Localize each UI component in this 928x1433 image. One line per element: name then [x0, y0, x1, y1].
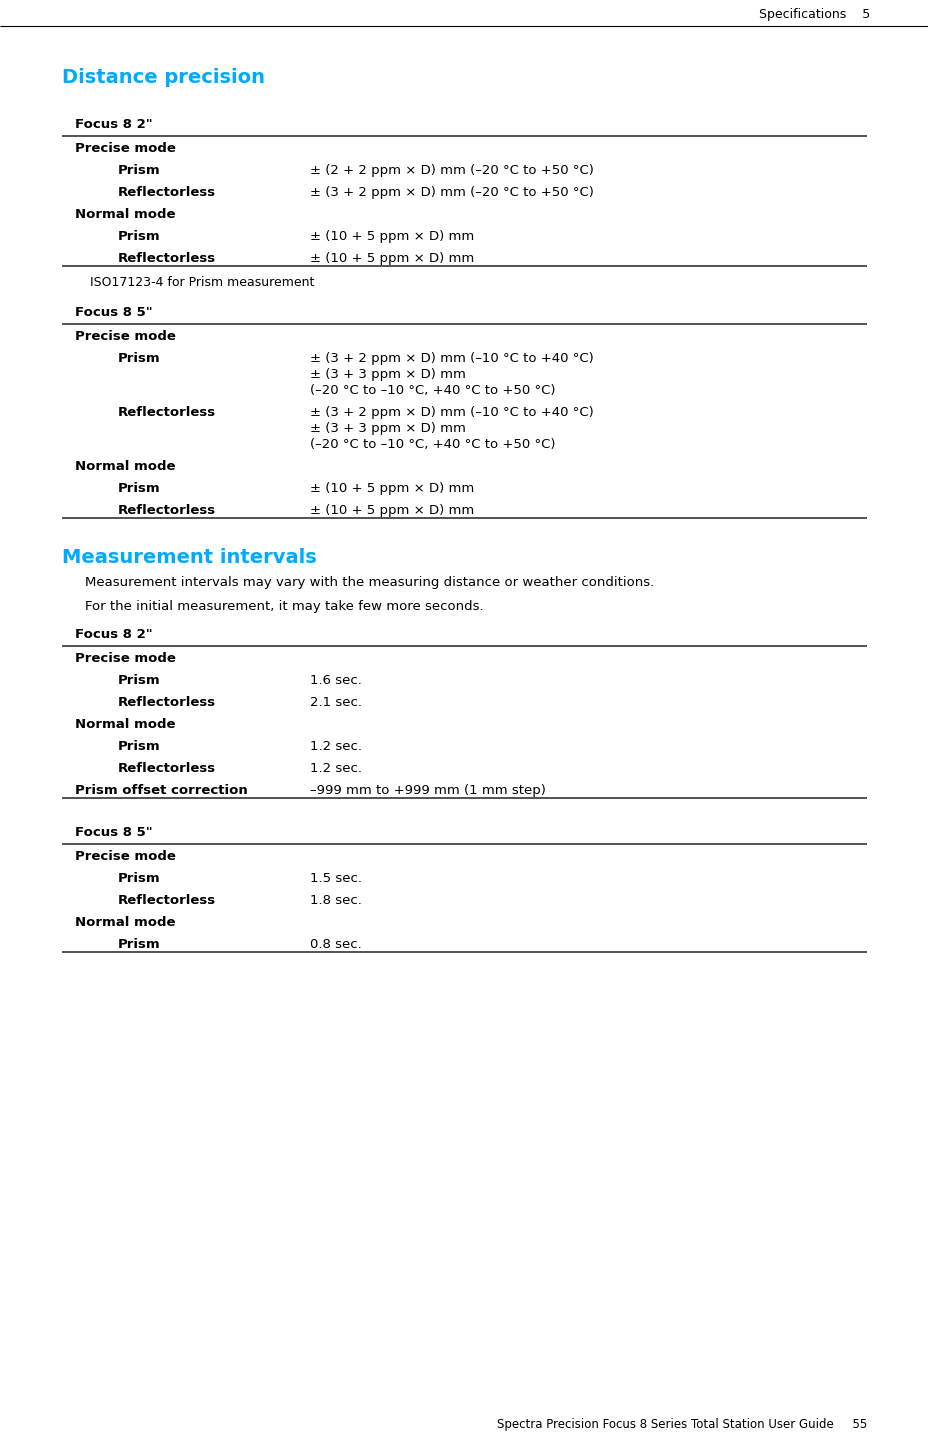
- Text: Reflectorless: Reflectorless: [118, 762, 216, 775]
- Text: Precise mode: Precise mode: [75, 652, 175, 665]
- Text: Precise mode: Precise mode: [75, 142, 175, 155]
- Text: Prism: Prism: [118, 231, 161, 244]
- Text: –999 mm to +999 mm (1 mm step): –999 mm to +999 mm (1 mm step): [310, 784, 546, 797]
- Text: ISO17123-4 for Prism measurement: ISO17123-4 for Prism measurement: [90, 277, 314, 289]
- Text: For the initial measurement, it may take few more seconds.: For the initial measurement, it may take…: [84, 600, 483, 613]
- Text: Reflectorless: Reflectorless: [118, 504, 216, 517]
- Text: Normal mode: Normal mode: [75, 208, 175, 221]
- Text: 0.8 sec.: 0.8 sec.: [310, 939, 361, 952]
- Text: Prism: Prism: [118, 739, 161, 752]
- Text: Prism: Prism: [118, 674, 161, 686]
- Text: Prism: Prism: [118, 873, 161, 886]
- Text: Focus 8 2": Focus 8 2": [75, 628, 152, 641]
- Text: ± (2 + 2 ppm × D) mm (–20 °C to +50 °C): ± (2 + 2 ppm × D) mm (–20 °C to +50 °C): [310, 163, 593, 178]
- Text: 1.5 sec.: 1.5 sec.: [310, 873, 362, 886]
- Text: 2.1 sec.: 2.1 sec.: [310, 696, 362, 709]
- Text: Reflectorless: Reflectorless: [118, 696, 216, 709]
- Text: Reflectorless: Reflectorless: [118, 894, 216, 907]
- Text: ± (10 + 5 ppm × D) mm: ± (10 + 5 ppm × D) mm: [310, 481, 473, 494]
- Text: Specifications    5: Specifications 5: [758, 9, 869, 21]
- Text: ± (3 + 2 ppm × D) mm (–20 °C to +50 °C): ± (3 + 2 ppm × D) mm (–20 °C to +50 °C): [310, 186, 593, 199]
- Text: Normal mode: Normal mode: [75, 718, 175, 731]
- Text: Precise mode: Precise mode: [75, 850, 175, 863]
- Text: Prism offset correction: Prism offset correction: [75, 784, 248, 797]
- Text: ± (3 + 2 ppm × D) mm (–10 °C to +40 °C): ± (3 + 2 ppm × D) mm (–10 °C to +40 °C): [310, 406, 593, 418]
- Text: ± (3 + 3 ppm × D) mm: ± (3 + 3 ppm × D) mm: [310, 421, 465, 436]
- Text: Measurement intervals: Measurement intervals: [62, 547, 316, 567]
- Text: ± (10 + 5 ppm × D) mm: ± (10 + 5 ppm × D) mm: [310, 231, 473, 244]
- Text: (–20 °C to –10 °C, +40 °C to +50 °C): (–20 °C to –10 °C, +40 °C to +50 °C): [310, 384, 555, 397]
- Text: Reflectorless: Reflectorless: [118, 252, 216, 265]
- Text: ± (10 + 5 ppm × D) mm: ± (10 + 5 ppm × D) mm: [310, 252, 473, 265]
- Text: ± (3 + 2 ppm × D) mm (–10 °C to +40 °C): ± (3 + 2 ppm × D) mm (–10 °C to +40 °C): [310, 353, 593, 365]
- Text: 1.2 sec.: 1.2 sec.: [310, 762, 362, 775]
- Text: Focus 8 5": Focus 8 5": [75, 307, 152, 320]
- Text: Prism: Prism: [118, 163, 161, 178]
- Text: Reflectorless: Reflectorless: [118, 406, 216, 418]
- Text: ± (10 + 5 ppm × D) mm: ± (10 + 5 ppm × D) mm: [310, 504, 473, 517]
- Text: 1.8 sec.: 1.8 sec.: [310, 894, 362, 907]
- Text: Focus 8 5": Focus 8 5": [75, 825, 152, 838]
- Text: ± (3 + 3 ppm × D) mm: ± (3 + 3 ppm × D) mm: [310, 368, 465, 381]
- Text: Prism: Prism: [118, 939, 161, 952]
- Text: Measurement intervals may vary with the measuring distance or weather conditions: Measurement intervals may vary with the …: [84, 576, 653, 589]
- Text: Prism: Prism: [118, 481, 161, 494]
- Text: Focus 8 2": Focus 8 2": [75, 118, 152, 130]
- Text: (–20 °C to –10 °C, +40 °C to +50 °C): (–20 °C to –10 °C, +40 °C to +50 °C): [310, 438, 555, 451]
- Text: Distance precision: Distance precision: [62, 67, 264, 87]
- Text: Reflectorless: Reflectorless: [118, 186, 216, 199]
- Text: Normal mode: Normal mode: [75, 916, 175, 929]
- Text: Normal mode: Normal mode: [75, 460, 175, 473]
- Text: 1.6 sec.: 1.6 sec.: [310, 674, 362, 686]
- Text: Spectra Precision Focus 8 Series Total Station User Guide     55: Spectra Precision Focus 8 Series Total S…: [496, 1419, 866, 1432]
- Text: Prism: Prism: [118, 353, 161, 365]
- Text: Precise mode: Precise mode: [75, 330, 175, 342]
- Text: 1.2 sec.: 1.2 sec.: [310, 739, 362, 752]
